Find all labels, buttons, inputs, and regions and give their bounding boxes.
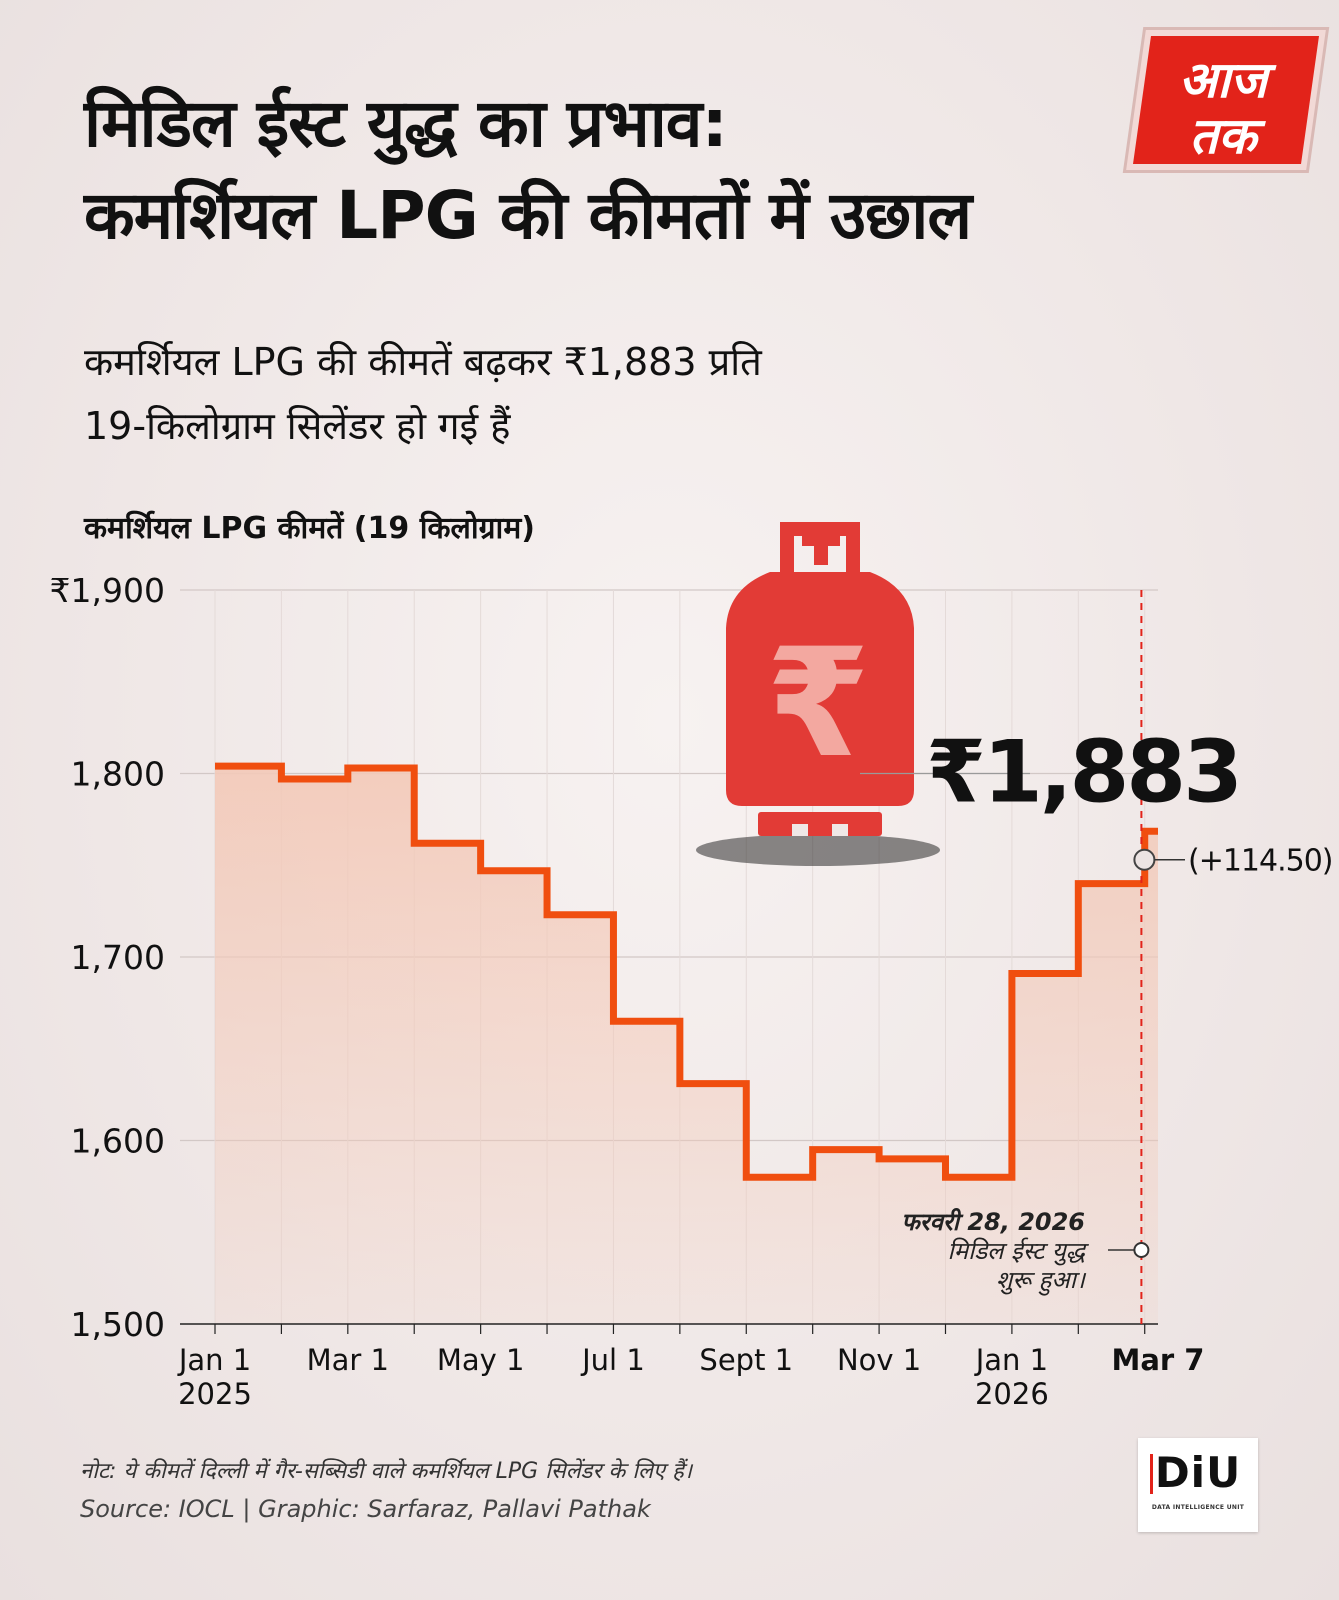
increase-marker xyxy=(1133,848,1156,871)
x-tick-label: Jan 1 xyxy=(177,1343,251,1377)
current-price-label: ₹1,883 xyxy=(926,723,1240,823)
x-tick-label: Mar 1 xyxy=(307,1343,389,1377)
aaj-tak-logo: आज तक xyxy=(1128,30,1319,170)
x-tick-label: May 1 xyxy=(437,1343,525,1377)
area-fill xyxy=(215,766,1158,1324)
y-tick-label: ₹1,900 xyxy=(50,571,165,610)
source-credit: Source: IOCL | Graphic: Sarfaraz, Pallav… xyxy=(80,1495,651,1523)
y-tick-label: 1,800 xyxy=(71,755,165,794)
subtitle: कमर्शियल LPG की कीमतें बढ़कर ₹1,883 प्रत… xyxy=(84,330,984,458)
logo-line-2: तक xyxy=(1189,107,1257,165)
increase-label: (+114.50) xyxy=(1188,844,1333,879)
title-line-2: कमर्शियल LPG की कीमतों में उछाल xyxy=(84,177,972,254)
y-tick-label: 1,600 xyxy=(71,1122,165,1161)
svg-text:₹: ₹ xyxy=(766,617,870,791)
diu-logo: DiU DATA INTELLIGENCE UNIT xyxy=(1138,1438,1258,1532)
page-title: मिडिल ईस्ट युद्ध का प्रभाव: कमर्शियल LPG… xyxy=(84,78,1134,262)
price-line xyxy=(215,762,1158,1181)
x-tick-label: Jan 1 xyxy=(974,1343,1048,1377)
x-tick-label-year: 2026 xyxy=(975,1377,1049,1411)
price-step-line xyxy=(215,762,1158,1181)
x-tick-label: Sept 1 xyxy=(699,1343,793,1377)
chart-title: कमर्शियल LPG कीमतें (19 किलोग्राम) xyxy=(84,511,535,546)
lpg-cylinder-icon: ₹ xyxy=(696,522,940,866)
event-text-line-2: शुरू हुआ। xyxy=(996,1266,1087,1296)
diu-logo-bar xyxy=(1150,1454,1153,1494)
y-tick-label: 1,500 xyxy=(71,1305,165,1344)
logo-line-1: आज xyxy=(1178,51,1268,109)
subtitle-line-2: 19-किलोग्राम सिलेंडर हो गई हैं xyxy=(84,404,511,448)
x-tick-label-year: 2025 xyxy=(178,1377,252,1411)
subtitle-line-1: कमर्शियल LPG की कीमतें बढ़कर ₹1,883 प्रत… xyxy=(84,340,762,384)
y-axis: 1,500 1,600 1,700 1,800 ₹1,900 xyxy=(50,571,165,1344)
footnote: नोट: ये कीमतें दिल्ली में गैर-सब्सिडी वा… xyxy=(80,1459,693,1484)
diu-logo-text: DiU xyxy=(1154,1448,1242,1497)
title-line-1: मिडिल ईस्ट युद्ध का प्रभाव: xyxy=(84,85,728,162)
event-marker xyxy=(1133,1242,1150,1258)
event-text-line-1: मिडिल ईस्ट युद्ध xyxy=(948,1237,1090,1266)
x-tick-label: Jul 1 xyxy=(580,1343,645,1377)
area-shape xyxy=(215,766,1158,1324)
event-date-label: फरवरी 28, 2026 xyxy=(901,1208,1085,1236)
diu-logo-subtext: DATA INTELLIGENCE UNIT xyxy=(1151,1504,1245,1511)
x-tick-label: Mar 7 xyxy=(1111,1343,1204,1377)
x-tick-label: Nov 1 xyxy=(837,1343,921,1377)
y-tick-label: 1,700 xyxy=(71,938,165,977)
